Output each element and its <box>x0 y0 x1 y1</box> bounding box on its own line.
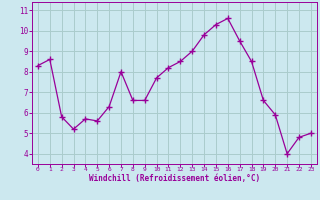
X-axis label: Windchill (Refroidissement éolien,°C): Windchill (Refroidissement éolien,°C) <box>89 174 260 183</box>
